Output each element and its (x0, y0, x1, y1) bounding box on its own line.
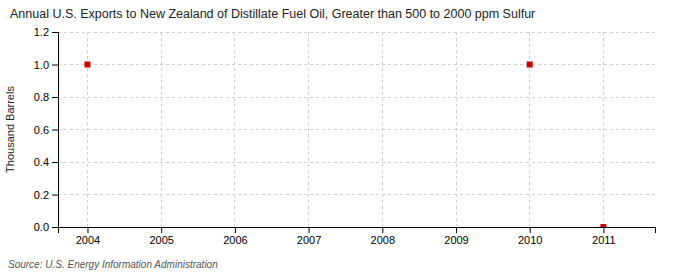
y-tick-label: 0.2 (34, 189, 49, 201)
plot-area: 200420052006200720082009201020110.00.20.… (34, 26, 656, 246)
x-tick: 2009 (444, 227, 468, 246)
grid-line-y (58, 97, 655, 98)
grid-line-y (58, 129, 655, 130)
x-tick-mark (87, 227, 88, 233)
grid-line-y (58, 64, 655, 65)
y-tick: 0.4 (34, 156, 58, 168)
x-tick-label: 2004 (76, 234, 100, 246)
y-tick-mark (52, 32, 58, 33)
y-tick: 0.2 (34, 189, 58, 201)
grid-line-x (308, 32, 309, 227)
source: Source: U.S. Energy Information Administ… (8, 259, 218, 270)
x-tick-mark (530, 227, 531, 233)
x-tick: 2007 (297, 227, 321, 246)
y-tick-label: 1.0 (34, 59, 49, 71)
x-tick: 2008 (371, 227, 395, 246)
x-axis-line (59, 228, 656, 234)
x-tick: 2005 (149, 227, 173, 246)
grid-line-x (87, 32, 88, 227)
x-tick-mark (235, 227, 236, 233)
y-tick-mark (52, 97, 58, 98)
grid-line-y (58, 162, 655, 163)
y-tick-label: 0.4 (34, 156, 49, 168)
y-tick-mark (52, 130, 58, 131)
y-axis-label: Thousand Barrels (4, 86, 16, 173)
x-tick-mark (382, 227, 383, 233)
x-tick: 2010 (518, 227, 542, 246)
y-tick-mark (52, 227, 58, 228)
y-tick-mark (52, 195, 58, 196)
y-tick-label: 1.2 (34, 26, 49, 38)
y-tick-mark (52, 65, 58, 66)
x-tick-label: 2007 (297, 234, 321, 246)
x-tick-mark (161, 227, 162, 233)
x-tick: 2004 (76, 227, 100, 246)
y-tick-mark (52, 162, 58, 163)
x-tick: 2011 (592, 227, 616, 246)
y-tick-label: 0.6 (34, 124, 49, 136)
x-tick-label: 2010 (518, 234, 542, 246)
x-tick-label: 2006 (223, 234, 247, 246)
x-axis: 2004 2005 2006 2007 2008 2009 2010 2011 (59, 227, 656, 246)
grid (58, 32, 655, 227)
y-tick: 0.0 (34, 221, 58, 233)
x-tick-mark (456, 227, 457, 233)
y-tick: 1.0 (34, 59, 58, 71)
x-tick-label: 2008 (371, 234, 395, 246)
point (84, 62, 90, 68)
chart: 200420052006200720082009201020110.00.20.… (0, 0, 675, 275)
x-tick-label: 2009 (444, 234, 468, 246)
point (527, 62, 533, 68)
x-tick-mark (603, 227, 604, 233)
x-tick-label: 2011 (592, 234, 616, 246)
points (84, 62, 606, 228)
y-axis: 0.0 0.2 0.4 0.6 0.8 1.0 1.2 (34, 26, 59, 233)
y-axis-line (52, 33, 59, 228)
y-tick-label: 0.0 (34, 221, 49, 233)
title: Annual U.S. Exports to New Zealand of Di… (10, 7, 535, 21)
y-tick: 0.6 (34, 124, 58, 136)
y-tick: 0.8 (34, 91, 58, 103)
grid-line-y (58, 32, 655, 33)
y-tick-label: 0.8 (34, 91, 49, 103)
x-tick-mark (309, 227, 310, 233)
x-tick: 2006 (223, 227, 247, 246)
x-tick-label: 2005 (149, 234, 173, 246)
grid-line-y (58, 194, 655, 195)
grid-line-x (529, 32, 530, 227)
point (600, 224, 606, 227)
grid-line-x (603, 32, 604, 227)
y-tick: 1.2 (34, 26, 58, 38)
